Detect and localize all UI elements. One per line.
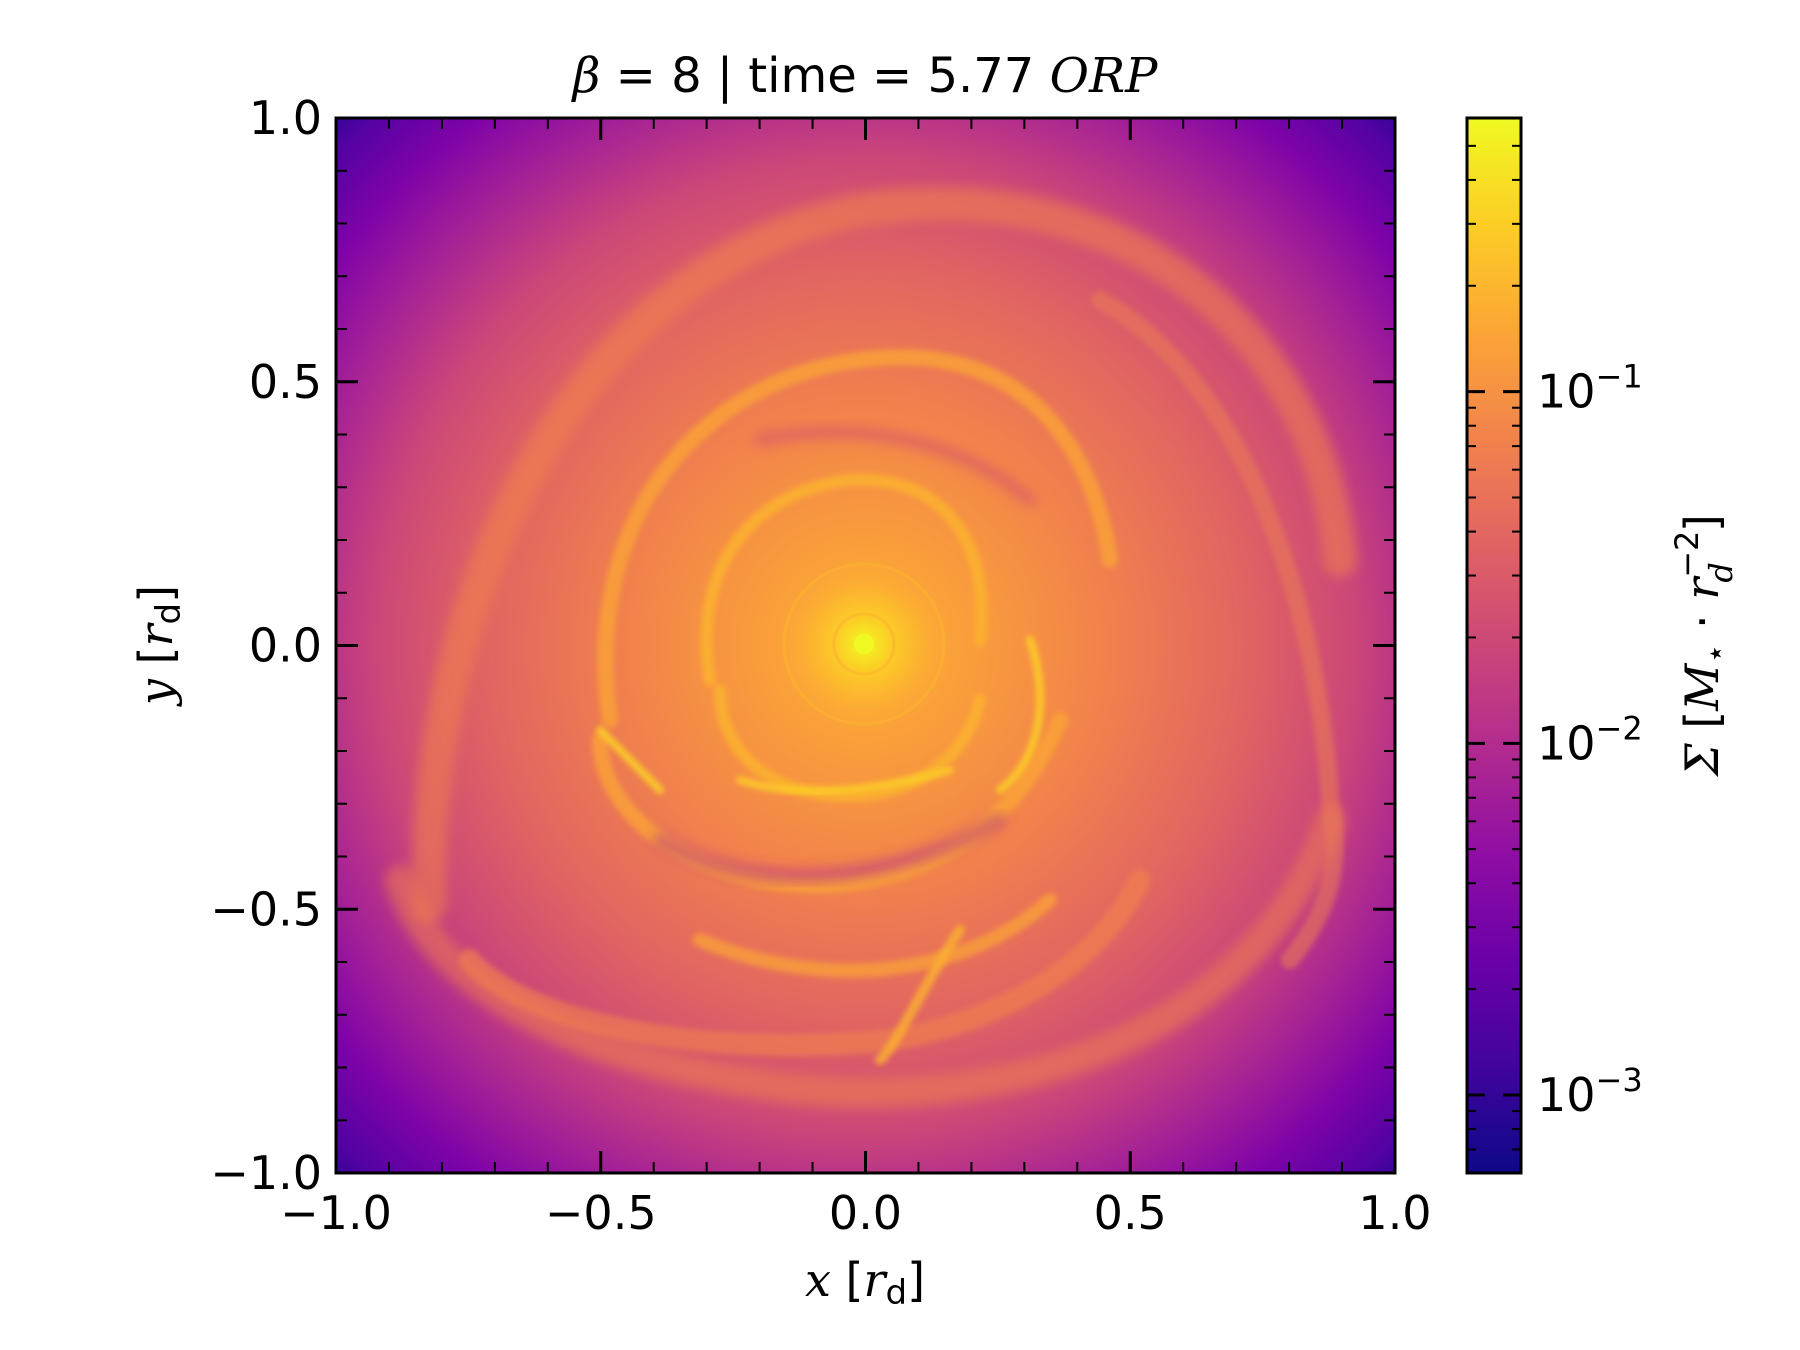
y-tick-label: −1.0 bbox=[210, 1146, 322, 1200]
title-time-unit: ORP bbox=[1050, 48, 1158, 104]
mid-arm-3 bbox=[693, 893, 1057, 978]
y-minor-ticks bbox=[336, 169, 1395, 1122]
y-tick-label: 1.0 bbox=[249, 91, 322, 145]
y-label-unit: r bbox=[129, 621, 183, 646]
cbar-tick-label: 10−1 bbox=[1537, 358, 1643, 419]
cbar-label-close: ] bbox=[1675, 514, 1729, 532]
cbar-label-symbol: Σ bbox=[1675, 743, 1729, 778]
inner-arm-1 bbox=[700, 473, 988, 686]
cbar-label-open: [ bbox=[1675, 711, 1729, 744]
y-label-close: ] bbox=[129, 585, 183, 603]
y-label-sub: d bbox=[149, 603, 189, 625]
x-label-sub: d bbox=[885, 1273, 907, 1313]
heatmap-plot bbox=[336, 118, 1395, 1173]
spiral-arms bbox=[385, 186, 1357, 1108]
cbar-label-mass: M bbox=[1675, 662, 1729, 712]
inner-arm-5 bbox=[736, 766, 954, 795]
outer-arm-4 bbox=[459, 869, 1151, 1057]
title-text: = 8 | time = 5.77 bbox=[600, 48, 1049, 104]
outer-arm-1 bbox=[412, 186, 1357, 922]
y-ticks: −1.0 −0.5 0.0 0.5 1.0 bbox=[210, 91, 1395, 1200]
colorbar-ticks: 10−3 10−2 10−1 bbox=[1467, 358, 1643, 1122]
y-axis-label: y [rd] bbox=[129, 585, 189, 707]
y-tick-label: 0.5 bbox=[249, 355, 322, 409]
outer-arm-3 bbox=[1091, 291, 1344, 969]
cbar-tick-label: 10−3 bbox=[1537, 1061, 1643, 1122]
x-minor-ticks bbox=[387, 118, 1344, 1173]
colorbar-minor-ticks bbox=[1467, 144, 1521, 1174]
cbar-label-radius-sub: d bbox=[1702, 562, 1740, 582]
x-tick-label: 1.0 bbox=[1358, 1186, 1431, 1240]
cbar-label-dot: · bbox=[1675, 600, 1729, 644]
interarm-lane-2 bbox=[754, 426, 1036, 506]
mid-arm-4 bbox=[875, 925, 965, 1065]
y-label-open: [ bbox=[129, 646, 183, 679]
core-rings bbox=[782, 562, 946, 726]
chart-title: β = 8 | time = 5.77 ORP bbox=[571, 48, 1159, 104]
interarm-lane-1 bbox=[653, 813, 1007, 884]
x-label-unit: r bbox=[863, 1253, 888, 1307]
x-tick-label: 0.0 bbox=[829, 1186, 902, 1240]
cbar-label-radius-sup: −2 bbox=[1668, 531, 1706, 578]
x-label-close: ] bbox=[907, 1253, 925, 1307]
x-tick-label: 0.5 bbox=[1094, 1186, 1167, 1240]
cbar-label-radius: r bbox=[1675, 575, 1729, 600]
axes-frame: −1.0 −0.5 0.0 0.5 1.0 −1.0 −0.5 0.0 0.5 1.0 bbox=[210, 91, 1431, 1240]
mid-arm-1 bbox=[597, 349, 1118, 728]
x-label-var: x bbox=[805, 1253, 831, 1307]
x-tick-label: −0.5 bbox=[545, 1186, 657, 1240]
colorbar-label: Σ [M⋆ · r−2d] bbox=[1668, 514, 1740, 778]
x-ticks: −1.0 −0.5 0.0 0.5 1.0 bbox=[280, 118, 1432, 1240]
y-label-var: y bbox=[129, 678, 183, 707]
colorbar: 10−3 10−2 10−1 bbox=[1465, 116, 1643, 1175]
title-beta-symbol: β bbox=[571, 48, 601, 104]
cbar-label-mass-sub: ⋆ bbox=[1696, 644, 1734, 664]
x-axis-label: x [rd] bbox=[805, 1253, 925, 1313]
inner-arm-4 bbox=[596, 726, 664, 794]
x-tick-label: −1.0 bbox=[280, 1186, 392, 1240]
x-label-open: [ bbox=[831, 1253, 864, 1307]
core-peak bbox=[854, 634, 874, 654]
cbar-tick-label: 10−2 bbox=[1537, 709, 1643, 770]
y-tick-label: −0.5 bbox=[210, 882, 322, 936]
y-tick-label: 0.0 bbox=[249, 619, 322, 673]
inner-arm-3 bbox=[996, 636, 1044, 794]
colorbar-gradient bbox=[1465, 116, 1523, 1175]
outer-arm-2 bbox=[385, 805, 1345, 1108]
